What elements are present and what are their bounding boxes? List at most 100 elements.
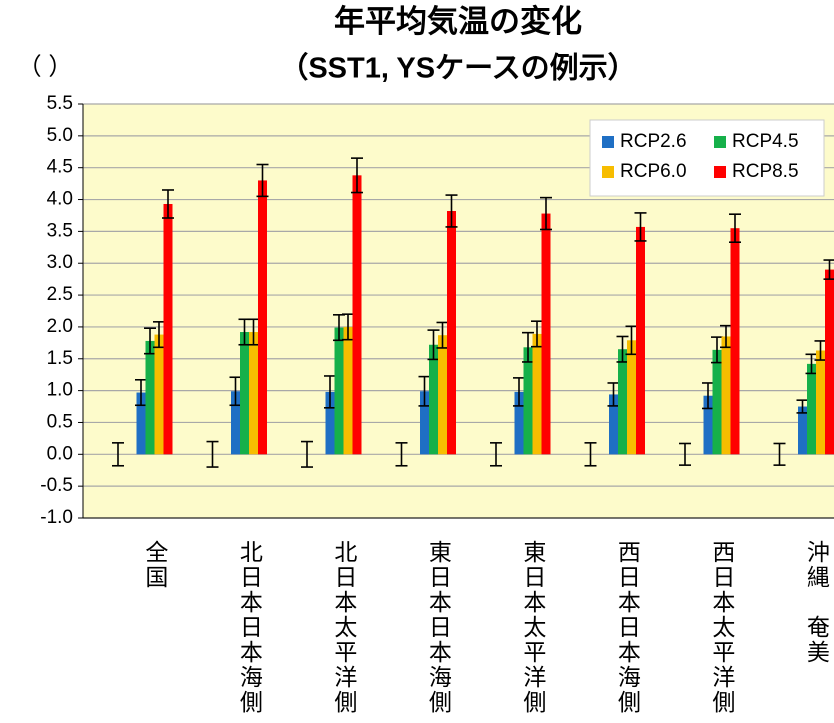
legend-box — [589, 119, 825, 197]
bar — [154, 334, 164, 455]
bar — [325, 391, 335, 455]
error-bar — [256, 163, 269, 198]
error-bar — [720, 324, 732, 349]
bar — [627, 340, 636, 455]
error-bar — [301, 440, 313, 468]
bar — [523, 347, 533, 455]
y-tick-label: 4.5 — [47, 157, 73, 178]
bar — [438, 335, 447, 455]
bar — [730, 228, 740, 455]
bar — [609, 394, 618, 455]
error-bar — [351, 157, 363, 194]
y-tick-label: 2.0 — [47, 316, 73, 337]
error-bar — [490, 442, 502, 467]
y-tick-label: 5.5 — [47, 93, 73, 114]
error-bar — [427, 329, 440, 361]
legend-swatch — [714, 166, 726, 178]
error-bar — [625, 325, 638, 356]
y-tick-label: -0.5 — [40, 475, 73, 496]
error-bar — [796, 399, 809, 414]
error-bar — [805, 353, 818, 375]
error-bar — [342, 313, 354, 341]
y-tick-label: 1.0 — [47, 380, 73, 401]
error-bar — [702, 382, 714, 410]
y-tick-label: 2.5 — [47, 284, 73, 305]
bar — [636, 226, 645, 455]
legend-label: RCP8.5 — [732, 161, 799, 182]
x-tick-label: 北日本太平洋側 — [331, 540, 358, 715]
bar — [334, 327, 344, 455]
error-bar — [711, 336, 723, 364]
bar — [249, 332, 258, 455]
bar — [532, 333, 542, 455]
x-tick-label: 北日本日本海側 — [236, 540, 263, 715]
x-tick-label: 全国 — [142, 540, 169, 590]
error-bar — [679, 442, 691, 466]
bar — [240, 332, 249, 455]
y-tick-label: 0.5 — [47, 411, 73, 432]
error-bar — [522, 331, 534, 363]
error-bar — [607, 382, 620, 407]
x-tick-label: 西日本太平洋側 — [709, 540, 736, 715]
x-tick-label: 西日本日本海側 — [614, 540, 641, 715]
y-tick-label: 5.0 — [47, 125, 73, 146]
error-bar — [634, 212, 647, 242]
legend-label: RCP6.0 — [620, 161, 687, 182]
x-tick-label: 沖縄 奄美 — [803, 540, 830, 665]
error-bar — [395, 442, 408, 467]
error-bar — [773, 442, 786, 466]
bar — [712, 349, 722, 455]
x-tick-label: 東日本日本海側 — [425, 540, 452, 715]
bar — [541, 213, 551, 455]
error-bar — [144, 327, 156, 355]
legend-label: RCP4.5 — [732, 131, 799, 152]
y-tick-label: -1.0 — [40, 507, 73, 528]
bar — [429, 344, 438, 455]
error-bar — [153, 321, 165, 349]
bar — [231, 391, 240, 455]
bar — [618, 349, 627, 455]
bar — [136, 392, 146, 455]
error-bar — [247, 318, 260, 346]
bar — [721, 336, 731, 455]
bar — [258, 180, 267, 455]
bar — [514, 391, 524, 455]
bar — [343, 326, 353, 455]
bar — [703, 395, 713, 455]
y-tick-label: 1.5 — [47, 348, 73, 369]
error-bar — [418, 375, 431, 407]
error-bar — [584, 442, 597, 467]
error-bar — [445, 194, 458, 228]
legend-swatch — [602, 166, 614, 178]
error-bar — [513, 377, 525, 407]
error-bar — [729, 213, 741, 244]
y-tick-label: 4.0 — [47, 189, 73, 210]
bar — [447, 211, 456, 455]
error-bar — [616, 335, 629, 363]
error-bar — [324, 375, 336, 409]
x-tick-label: 東日本太平洋側 — [520, 540, 547, 715]
error-bar — [206, 440, 219, 468]
bar — [816, 350, 825, 455]
error-bar — [162, 189, 174, 219]
error-bar — [112, 442, 124, 467]
y-tick-label: 3.5 — [47, 220, 73, 241]
error-bar — [229, 376, 242, 407]
y-tick-label: 0.0 — [47, 443, 73, 464]
bar — [798, 406, 807, 455]
error-bar — [540, 196, 552, 231]
bar — [807, 363, 816, 455]
chart-title: 年平均気温の変化 — [334, 4, 582, 39]
legend-label: RCP2.6 — [620, 131, 687, 152]
bar — [352, 175, 362, 455]
error-bar — [531, 320, 543, 348]
error-bar — [436, 321, 449, 349]
y-axis-label: （ ） — [18, 53, 73, 80]
bar — [145, 340, 155, 455]
legend-swatch — [714, 136, 726, 148]
bar — [163, 203, 173, 455]
error-bar — [814, 340, 827, 361]
bar — [420, 391, 429, 455]
error-bar — [135, 378, 147, 407]
